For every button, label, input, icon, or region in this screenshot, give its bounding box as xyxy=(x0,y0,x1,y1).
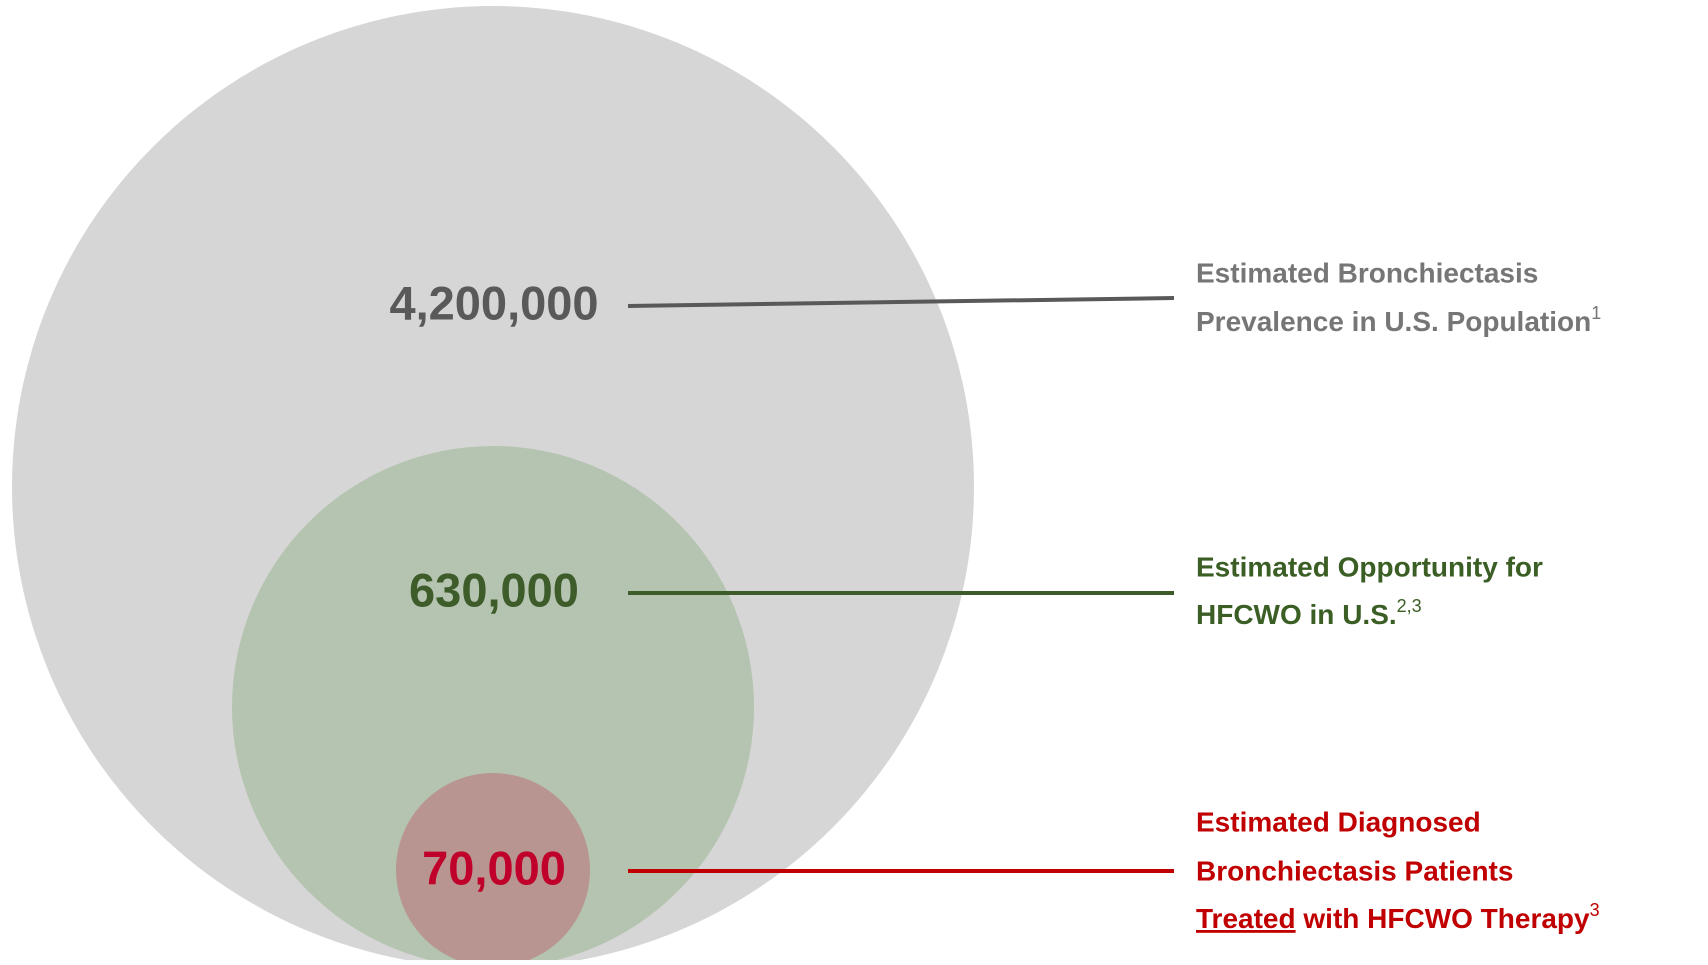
label-line: Bronchiectasis Patients xyxy=(1196,855,1513,886)
number: 630,000 xyxy=(409,563,579,616)
label-line: Estimated Opportunity for xyxy=(1196,551,1543,582)
number: 4,200,000 xyxy=(389,276,598,329)
middle-circle xyxy=(232,446,754,965)
label-line: Treated with HFCWO Therapy3 xyxy=(1196,900,1600,935)
footnote-ref: 1 xyxy=(1591,303,1601,323)
label-line: Prevalence in U.S. Population1 xyxy=(1196,303,1601,338)
footnote-ref: 3 xyxy=(1590,900,1600,920)
label-line: Estimated Diagnosed xyxy=(1196,806,1481,837)
label-text: HFCWO in U.S. xyxy=(1196,599,1397,630)
footnote-ref: 2,3 xyxy=(1397,596,1422,616)
number: 70,000 xyxy=(422,841,566,894)
inner-circle xyxy=(396,773,590,965)
label-line: HFCWO in U.S.2,3 xyxy=(1196,596,1422,631)
connector-line xyxy=(627,296,1175,308)
label-text: Prevalence in U.S. Population xyxy=(1196,306,1591,337)
label-emphasis: Treated xyxy=(1196,903,1296,934)
label-line: Estimated Bronchiectasis xyxy=(1196,257,1538,288)
label-text: with HFCWO Therapy xyxy=(1296,903,1590,934)
